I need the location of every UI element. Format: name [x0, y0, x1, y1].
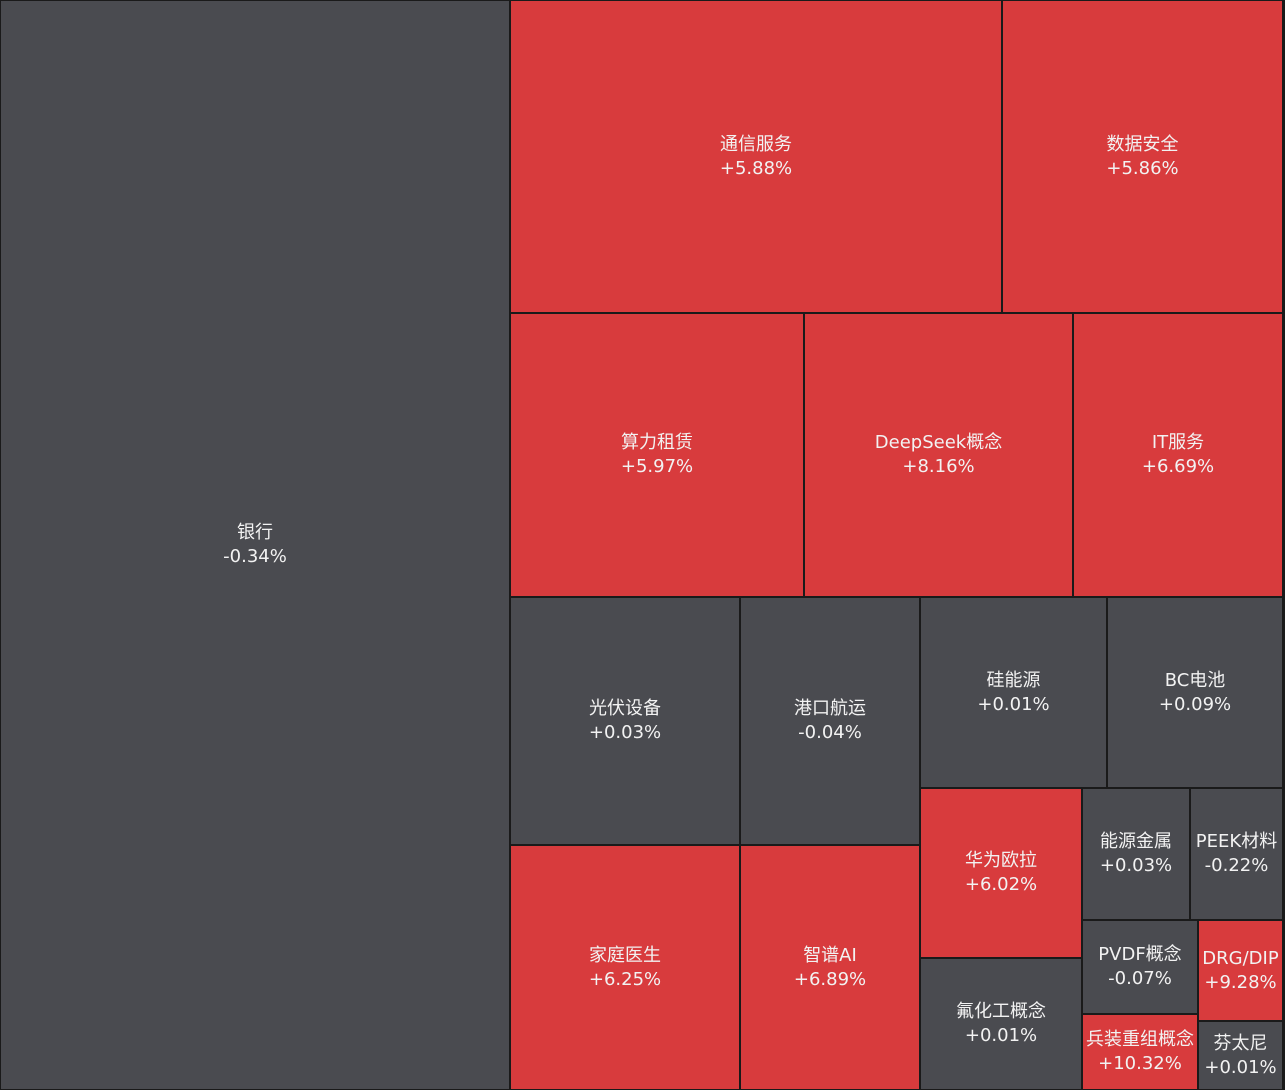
- treemap-tile[interactable]: DRG/DIP +9.28%: [1198, 920, 1283, 1021]
- tile-change: +6.25%: [588, 968, 662, 990]
- tile-label: 硅能源: [986, 669, 1041, 691]
- tile-change: -0.07%: [1108, 968, 1172, 989]
- tile-label: DRG/DIP: [1202, 947, 1279, 969]
- tile-change: +0.01%: [977, 693, 1050, 715]
- treemap-tile[interactable]: 银行 -0.34%: [0, 0, 510, 1090]
- tile-change: +0.01%: [1204, 1056, 1277, 1078]
- tile-label: 兵装重组概念: [1086, 1029, 1194, 1050]
- tile-label: BC电池: [1164, 669, 1226, 691]
- tile-label: DeepSeek概念: [874, 432, 1003, 453]
- treemap-tile[interactable]: 家庭医生 +6.25%: [510, 845, 740, 1090]
- treemap-tile[interactable]: 芬太尼 +0.01%: [1198, 1021, 1283, 1090]
- tile-label: 港口航运: [794, 698, 866, 719]
- treemap-tile[interactable]: 智谱AI +6.89%: [740, 845, 920, 1090]
- tile-label: 家庭医生: [589, 944, 661, 966]
- tile-change: +8.16%: [902, 456, 975, 477]
- tile-label: 光伏设备: [589, 698, 661, 719]
- tile-change: -0.34%: [223, 546, 287, 567]
- treemap-tile[interactable]: 能源金属 +0.03%: [1082, 788, 1190, 920]
- tile-change: +0.01%: [964, 1025, 1038, 1046]
- tile-change: +0.03%: [588, 722, 662, 743]
- tile-label: 氟化工概念: [956, 1001, 1046, 1022]
- treemap-tile[interactable]: 数据安全 +5.86%: [1002, 0, 1283, 313]
- tile-label: 通信服务: [720, 133, 792, 155]
- treemap-tile[interactable]: 硅能源 +0.01%: [920, 597, 1107, 788]
- treemap-tile[interactable]: DeepSeek概念 +8.16%: [804, 313, 1073, 597]
- tile-label: 华为欧拉: [965, 850, 1037, 871]
- tile-change: +6.02%: [964, 874, 1038, 895]
- tile-label: IT服务: [1151, 432, 1205, 453]
- tile-change: +5.86%: [1106, 157, 1179, 179]
- tile-change: +6.69%: [1141, 456, 1215, 477]
- treemap-tile[interactable]: 通信服务 +5.88%: [510, 0, 1002, 313]
- tile-label: 智谱AI: [803, 944, 857, 966]
- tile-change: +0.03%: [1099, 855, 1173, 876]
- treemap-tile[interactable]: PVDF概念 -0.07%: [1082, 920, 1198, 1014]
- treemap-tile[interactable]: 光伏设备 +0.03%: [510, 597, 740, 845]
- tile-change: +5.88%: [719, 157, 793, 179]
- treemap-tile[interactable]: IT服务 +6.69%: [1073, 313, 1283, 597]
- tile-change: -0.22%: [1204, 855, 1269, 876]
- tile-change: +9.28%: [1204, 971, 1277, 993]
- treemap-tile[interactable]: 算力租赁 +5.97%: [510, 313, 804, 597]
- treemap-tile[interactable]: 华为欧拉 +6.02%: [920, 788, 1082, 958]
- tile-label: 银行: [237, 522, 273, 543]
- treemap-tile[interactable]: 兵装重组概念 +10.32%: [1082, 1014, 1198, 1090]
- tile-change: +0.09%: [1158, 693, 1232, 715]
- tile-change: -0.04%: [798, 722, 862, 743]
- tile-label: 算力租赁: [621, 432, 693, 453]
- tile-change: +5.97%: [620, 456, 694, 477]
- tile-change: +6.89%: [793, 968, 867, 990]
- treemap-tile[interactable]: PEEK材料 -0.22%: [1190, 788, 1283, 920]
- tile-label: 数据安全: [1106, 133, 1179, 155]
- treemap-tile[interactable]: 氟化工概念 +0.01%: [920, 958, 1082, 1090]
- tile-label: PEEK材料: [1195, 831, 1278, 852]
- treemap-tile[interactable]: BC电池 +0.09%: [1107, 597, 1283, 788]
- tile-label: 芬太尼: [1213, 1032, 1268, 1054]
- treemap-tile[interactable]: 港口航运 -0.04%: [740, 597, 920, 845]
- tile-label: PVDF概念: [1098, 944, 1182, 965]
- tile-change: +10.32%: [1098, 1053, 1182, 1074]
- tile-label: 能源金属: [1100, 831, 1172, 852]
